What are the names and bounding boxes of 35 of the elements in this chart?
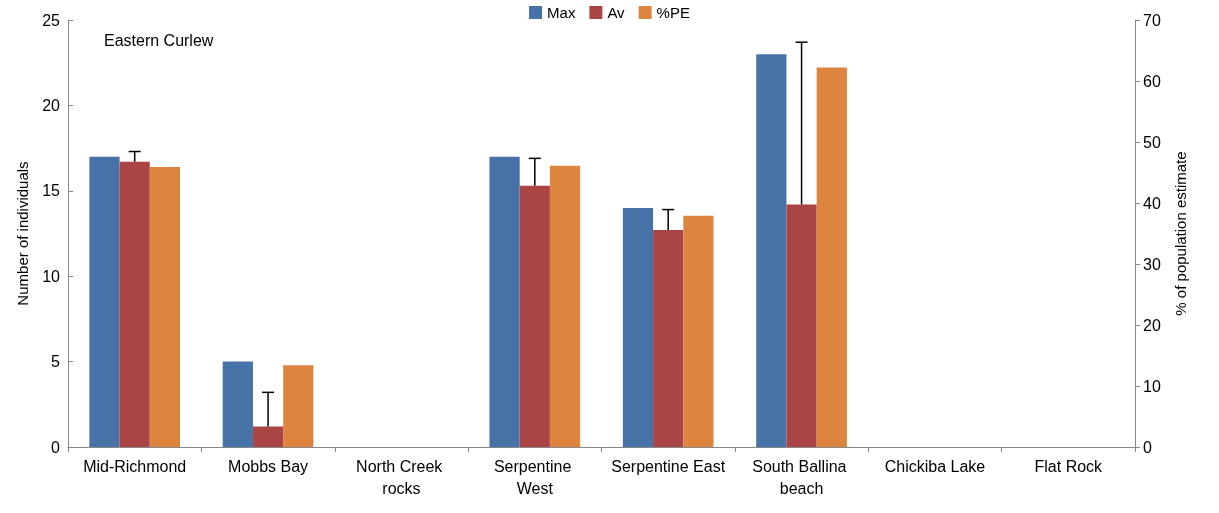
y2-tick-label: 20 — [1143, 316, 1161, 334]
y2-tick-label: 70 — [1143, 11, 1161, 29]
y-axis-title: Number of individuals — [14, 161, 31, 306]
x-tick-label: South Ballina beach — [752, 457, 851, 497]
y-tick-label: 0 — [51, 438, 61, 456]
y2-tick-label: 0 — [1143, 438, 1152, 456]
bar — [756, 54, 787, 447]
y2-tick-label: 40 — [1143, 194, 1161, 212]
y2-tick-label: 30 — [1143, 255, 1161, 273]
bar — [283, 365, 314, 447]
y-tick-label: 5 — [51, 353, 61, 371]
bar — [89, 156, 120, 447]
x-tick-label: Serpentine West — [493, 457, 576, 497]
bar — [252, 426, 284, 447]
y2-tick-label: 60 — [1143, 72, 1161, 90]
y-tick-label: 20 — [42, 96, 61, 114]
x-tick-label: Flat Rock — [1034, 457, 1104, 475]
annotation: Eastern Curlew — [104, 31, 214, 49]
y2-axis-title: % of population estimate — [1172, 151, 1189, 316]
legend-label: Max — [547, 4, 576, 21]
y2-tick-label: 50 — [1143, 133, 1161, 151]
y-tick-label: 25 — [42, 11, 61, 29]
legend-label: %PE — [656, 4, 690, 21]
x-tick-label: Serpentine East — [611, 457, 726, 475]
bar — [222, 361, 253, 447]
x-tick-label: Mobbs Bay — [228, 457, 309, 475]
y-tick-label: 15 — [42, 182, 61, 200]
bar — [622, 207, 654, 447]
bar — [489, 156, 520, 447]
x-tick-label: Chickiba Lake — [884, 457, 986, 475]
x-tick-label: Mid-Richmond — [83, 457, 187, 475]
legend-label: Av — [607, 4, 626, 21]
y-tick-label: 10 — [42, 267, 61, 285]
x-tick-label: North Creek rocks — [356, 457, 447, 497]
y2-tick-label: 10 — [1143, 377, 1161, 395]
